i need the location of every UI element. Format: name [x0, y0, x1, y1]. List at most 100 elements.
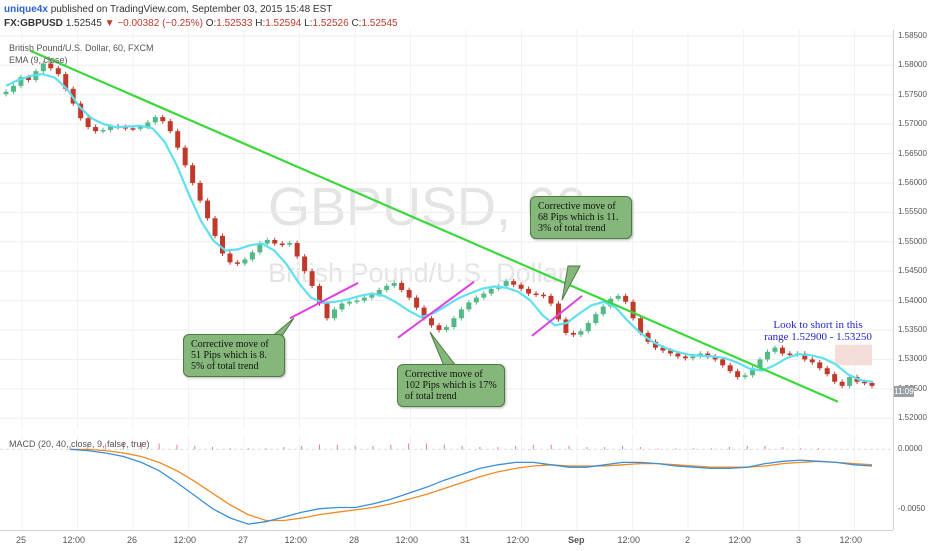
- candle: [541, 292, 547, 299]
- publish-line: unique4x published on TradingView.com, S…: [4, 3, 332, 16]
- candle-body: [802, 353, 808, 360]
- candle-body: [600, 306, 606, 315]
- candle: [414, 295, 420, 310]
- candle: [339, 301, 345, 312]
- candle: [832, 371, 838, 385]
- change-value: −0.00382 (−0.25%): [117, 18, 203, 29]
- candle-body: [705, 353, 711, 357]
- ema-legend[interactable]: EMA (9, close): [9, 55, 68, 65]
- ohlc-line: FX:GBPUSD 1.52545 ▼ −0.00382 (−0.25%) O:…: [4, 17, 398, 30]
- candle: [742, 372, 748, 380]
- candle-body: [585, 322, 591, 332]
- callout-51-pips: Corrective move of 51 Pips which is 8. 5…: [183, 334, 285, 377]
- candle-body: [294, 242, 300, 257]
- candle: [55, 65, 61, 77]
- time-tick-label: 12:00: [284, 535, 308, 545]
- candle: [585, 320, 591, 334]
- candle-body: [175, 131, 181, 148]
- price-tick-label: 1.53500: [898, 325, 927, 334]
- candle: [533, 291, 539, 298]
- candle-body: [443, 327, 449, 330]
- candle: [563, 317, 569, 336]
- note-line-1: Look to short in this: [773, 319, 863, 331]
- candle: [600, 304, 606, 317]
- callout-68-pips: Corrective move of 68 Pips which is 11. …: [530, 196, 632, 239]
- candle: [809, 357, 815, 365]
- short-range-note: Look to short in this range 1.52900 - 1.…: [760, 319, 876, 343]
- price-axis[interactable]: 1.58500 1.58000 1.57500 1.57000 1.56500 1.560…: [893, 30, 932, 530]
- macd-signal-line: [70, 448, 873, 522]
- candle: [264, 237, 270, 246]
- candle: [727, 362, 733, 374]
- candle-body: [10, 85, 16, 92]
- candle-body: [682, 356, 688, 359]
- candle: [653, 339, 658, 350]
- time-tick-label: Sep: [568, 535, 585, 545]
- candle-body: [481, 293, 487, 298]
- candle: [406, 287, 412, 300]
- candle: [167, 118, 173, 134]
- author-link[interactable]: unique4x: [4, 4, 48, 15]
- corrective-move-line: [397, 280, 475, 339]
- candle-body: [160, 117, 166, 122]
- time-tick-label: 2: [685, 535, 691, 545]
- candle: [705, 351, 711, 359]
- price-tick-label: 1.54000: [898, 295, 927, 305]
- time-tick-label: 3: [796, 535, 802, 545]
- candle-body: [264, 240, 270, 244]
- callout-pointer-68: [561, 265, 581, 301]
- candle-body: [824, 368, 830, 375]
- high-label: H:: [255, 18, 266, 29]
- candle-body: [212, 218, 218, 236]
- candle: [555, 301, 561, 322]
- macd-pane[interactable]: MACD (20, 40, close, 9, false, true): [0, 434, 893, 530]
- candle: [302, 254, 308, 274]
- candle-body: [817, 362, 823, 369]
- candle-body: [25, 77, 31, 80]
- chart-header: unique4x published on TradingView.com, S…: [0, 0, 932, 30]
- published-text: published on TradingView.com, September …: [50, 4, 333, 15]
- candle-body: [376, 290, 382, 295]
- high-value: 1.52594: [265, 18, 302, 29]
- price-tick-label: 1.58500: [898, 30, 927, 40]
- candle-body: [787, 353, 793, 356]
- candle-body: [563, 319, 569, 333]
- candle: [682, 354, 688, 361]
- callout-102-pips: Corrective move of 102 Pips which is 17%…: [397, 364, 505, 407]
- candle-body: [309, 271, 315, 286]
- candle-body: [570, 332, 576, 335]
- candle-body: [414, 297, 420, 308]
- candle-body: [63, 74, 69, 89]
- candle-body: [257, 243, 263, 253]
- candle: [249, 250, 255, 262]
- time-axis[interactable]: 25 12:00 26 12:00 27 12:00 28 12:00 31 12:00 Sep 12…: [0, 530, 893, 551]
- price-tick-label: 1.57000: [898, 119, 927, 129]
- time-tick-label: 31: [460, 535, 471, 545]
- candle-body: [869, 382, 875, 386]
- candle-body: [653, 341, 658, 348]
- candle-body: [593, 314, 599, 323]
- candle: [458, 307, 464, 321]
- candle-body: [167, 121, 173, 132]
- open-label: O:: [205, 18, 217, 29]
- candle: [190, 162, 196, 186]
- macd-legend[interactable]: MACD (20, 40, close, 9, false, true): [9, 439, 150, 449]
- chart-title: British Pound/U.S. Dollar, 60, FXCM: [9, 43, 154, 53]
- candle: [847, 374, 853, 389]
- price-chart-pane[interactable]: GBPUSD, 60 British Pound/U.S. Dollar Bri…: [0, 30, 893, 430]
- target-zone: [835, 344, 872, 366]
- candle-body: [346, 301, 352, 304]
- callout-102-pips-text: Corrective move of 102 Pips which is 17%…: [405, 369, 497, 402]
- ema-line: [5, 72, 873, 383]
- candle-body: [85, 118, 91, 128]
- candle-body: [317, 285, 323, 304]
- open-value: 1.52533: [216, 18, 253, 29]
- price-tick-label: 1.56000: [898, 177, 927, 187]
- candle: [354, 298, 360, 305]
- callout-pointer-102: [429, 331, 458, 367]
- candle: [272, 237, 278, 246]
- candle: [197, 180, 203, 203]
- candle: [839, 379, 845, 389]
- note-line-2: range 1.52900 - 1.53250: [764, 331, 872, 343]
- candle-body: [279, 243, 285, 246]
